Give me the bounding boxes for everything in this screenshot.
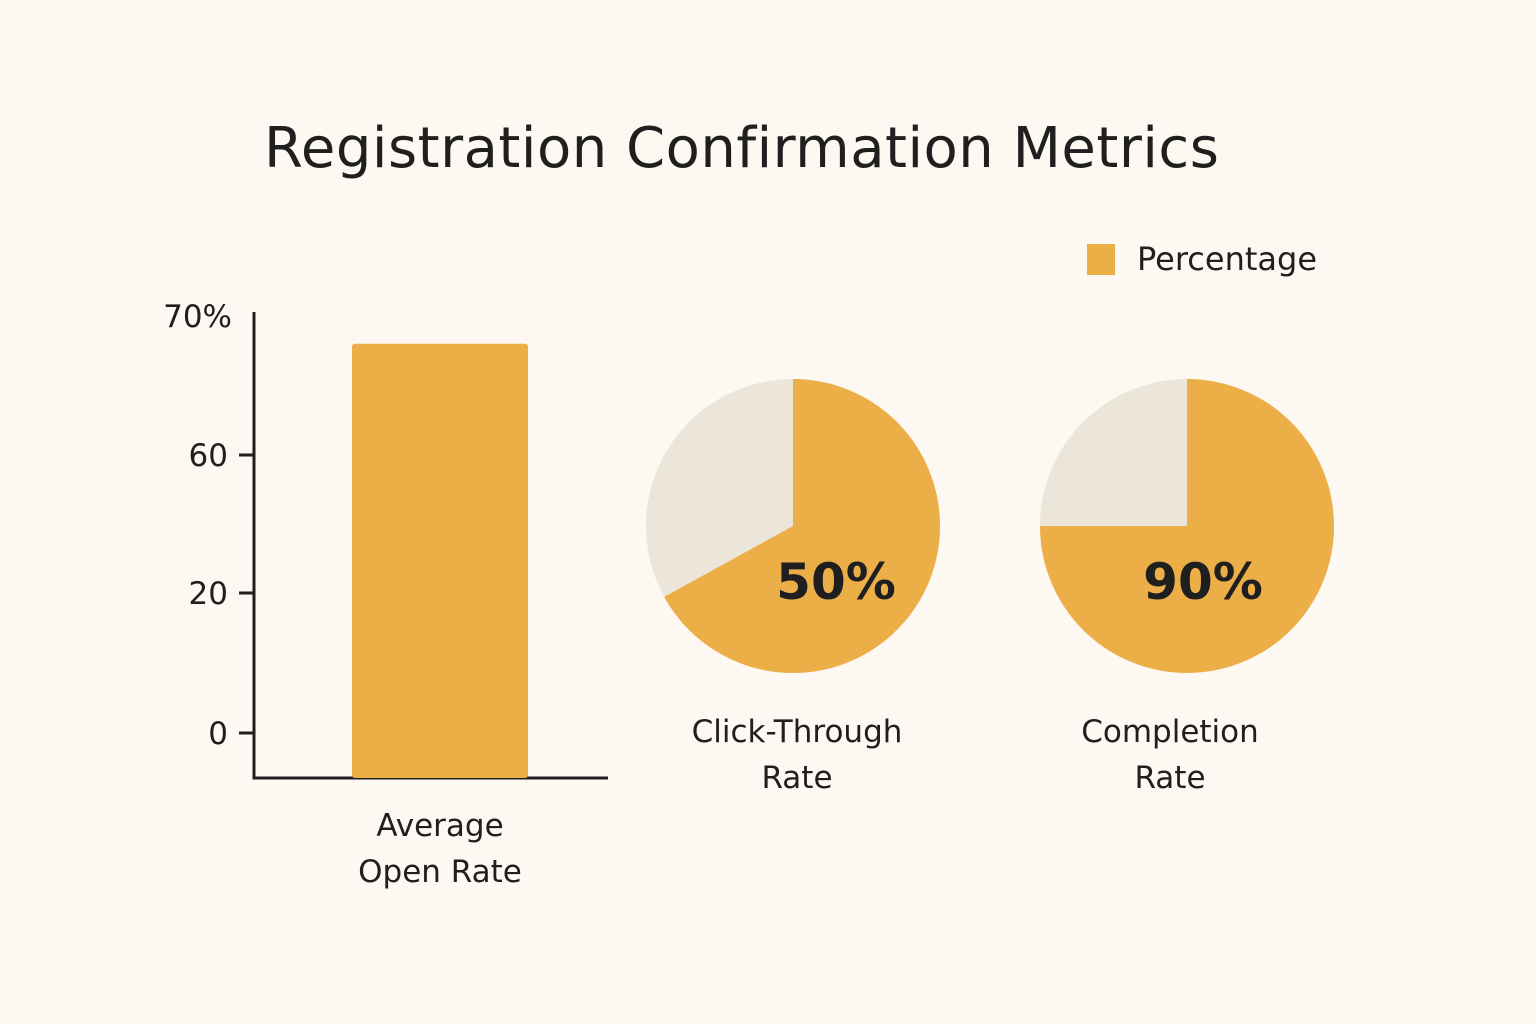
pie-category-label: Completion [1081,714,1259,750]
legend-label: Percentage [1137,240,1318,278]
x-category-label: Open Rate [358,854,522,890]
y-tick-label: 70% [163,299,232,335]
y-tick-label: 0 [208,716,228,752]
bar-average-open-rate [352,343,528,778]
pie-slice-click-through-rate [664,379,940,674]
x-category-label: Average [376,808,503,844]
pie-category-label: Rate [761,760,832,796]
pie-value-label: 50% [776,553,896,611]
chart-title: Registration Confirmation Metrics [264,116,1220,181]
pie-category-label: Click-Through [692,714,903,750]
y-tick-label: 60 [189,438,228,474]
legend: Percentage [1087,240,1317,278]
y-tick-label: 20 [189,576,228,612]
legend-swatch [1087,243,1115,275]
pie-slice-completion-rate [1040,379,1334,673]
pie-value-label: 90% [1143,553,1263,611]
pie-category-label: Rate [1134,760,1205,796]
